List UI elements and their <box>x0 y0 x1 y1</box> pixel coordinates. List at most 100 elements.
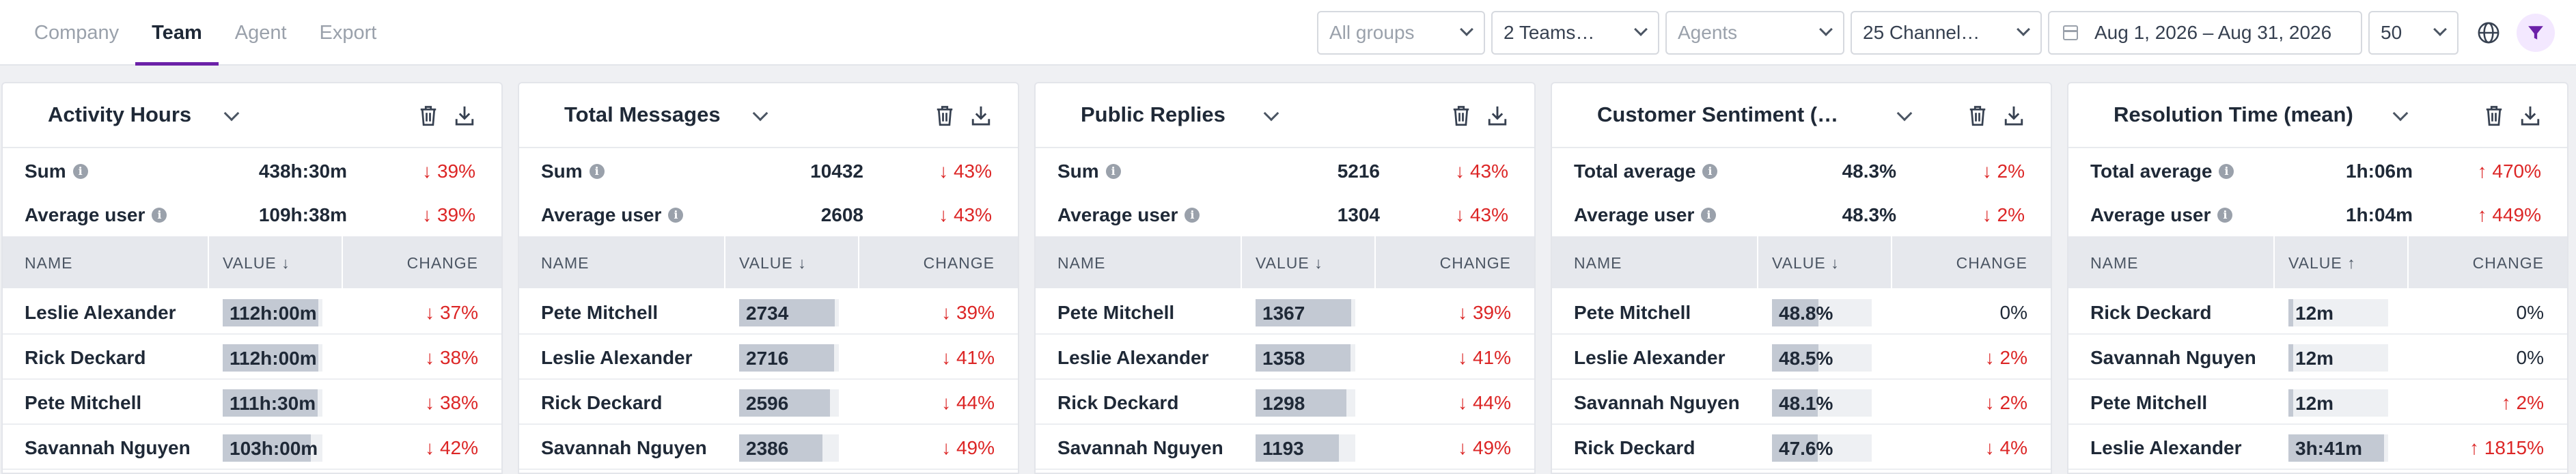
summary-change: ↑ 470% <box>2477 161 2541 182</box>
card-title: Public Replies <box>1081 102 1225 126</box>
download-icon[interactable] <box>1486 104 1508 127</box>
page-size-select[interactable]: 50 <box>2368 11 2459 55</box>
tab-team[interactable]: Team <box>135 0 219 66</box>
column-header-name[interactable]: NAME <box>541 254 590 272</box>
info-icon[interactable]: i <box>72 164 88 179</box>
table-row[interactable]: Rick Deckard 12m 0% <box>2068 290 2567 335</box>
table-row[interactable]: Leslie Alexander 48.5% ↓ 2% <box>1552 335 2051 380</box>
table-row[interactable]: Pete Mitchell 2734 ↓ 39% <box>519 290 1018 335</box>
chevron-down-icon <box>2017 23 2030 36</box>
download-icon[interactable] <box>970 104 992 127</box>
table-row[interactable]: Savannah Nguyen 12m 0% <box>2068 335 2567 380</box>
trash-icon[interactable] <box>1967 104 1988 127</box>
chevron-down-icon[interactable] <box>2392 105 2409 122</box>
table-row[interactable]: Pete Mitchell 1367 ↓ 39% <box>1036 290 1534 335</box>
groups-select[interactable]: All groups <box>1317 11 1485 55</box>
agent-name: Pete Mitchell <box>25 392 142 413</box>
info-icon[interactable]: i <box>1701 208 1717 223</box>
column-header-name[interactable]: NAME <box>1057 254 1106 272</box>
metric-card: Customer Sentiment (… Total average i 48.3%… <box>1551 82 2052 474</box>
column-header-change[interactable]: CHANGE <box>1956 254 2027 272</box>
info-icon[interactable]: i <box>2217 208 2233 223</box>
column-header-value[interactable]: VALUE ↑ <box>2288 254 2356 273</box>
agent-name: Rick Deckard <box>25 347 146 368</box>
agent-name: Pete Mitchell <box>1574 302 1691 323</box>
table-row[interactable]: Rick Deckard 47.6% ↓ 4% <box>1552 425 2051 470</box>
info-icon[interactable]: i <box>1105 164 1121 179</box>
column-divider <box>1241 236 1242 288</box>
value-bar-track: 48.5% <box>1772 344 1872 372</box>
table-row[interactable]: Leslie Alexander 2716 ↓ 41% <box>519 335 1018 380</box>
column-header-change[interactable]: CHANGE <box>1439 254 1511 272</box>
tab-agent[interactable]: Agent <box>234 21 287 44</box>
table-row[interactable]: Rick Deckard 2596 ↓ 44% <box>519 380 1018 425</box>
column-header-value[interactable]: VALUE ↓ <box>1256 254 1323 273</box>
table-row[interactable]: Pete Mitchell 12m ↑ 2% <box>2068 380 2567 425</box>
column-header-change[interactable]: CHANGE <box>2472 254 2544 272</box>
info-icon[interactable]: i <box>2219 164 2234 179</box>
column-header-value[interactable]: VALUE ↓ <box>739 254 807 273</box>
chevron-down-icon[interactable] <box>1896 105 1913 122</box>
column-header-change[interactable]: CHANGE <box>406 254 478 272</box>
chevron-down-icon[interactable] <box>1263 105 1279 122</box>
column-header-value-label: VALUE <box>739 254 793 272</box>
channels-select[interactable]: 25 Channel… <box>1851 11 2042 55</box>
info-icon[interactable]: i <box>589 164 605 179</box>
summary-value: 5216 <box>1337 161 1380 182</box>
column-header-name[interactable]: NAME <box>25 254 73 272</box>
trash-icon[interactable] <box>934 104 955 127</box>
row-change: 0% <box>2516 347 2544 368</box>
column-header-value[interactable]: VALUE ↓ <box>1772 254 1840 273</box>
globe-icon[interactable] <box>2477 21 2500 44</box>
summary-value: 438h:30m <box>258 161 347 182</box>
row-value: 103h:00m <box>230 438 318 459</box>
agents-select[interactable]: Agents <box>1665 11 1844 55</box>
column-header-name[interactable]: NAME <box>2090 254 2139 272</box>
info-icon[interactable]: i <box>668 208 684 223</box>
column-divider <box>1374 236 1376 288</box>
trash-icon[interactable] <box>1451 104 1471 127</box>
trash-icon[interactable] <box>2484 104 2504 127</box>
info-icon[interactable]: i <box>1185 208 1200 223</box>
chevron-down-icon[interactable] <box>223 105 240 122</box>
filter-button[interactable] <box>2517 14 2555 52</box>
download-icon[interactable] <box>454 104 475 127</box>
card-title: Resolution Time (mean) <box>2114 102 2353 126</box>
download-icon[interactable] <box>2519 104 2541 127</box>
table-row[interactable]: Savannah Nguyen 103h:00m ↓ 42% <box>3 425 501 470</box>
chevron-down-icon <box>1634 23 1648 36</box>
chevron-down-icon <box>1460 23 1473 36</box>
card-title: Total Messages <box>564 102 721 126</box>
table-row[interactable]: Leslie Alexander 3h:41m ↑ 1815% <box>2068 425 2567 470</box>
table-header: NAME VALUE ↑ CHANGE <box>2068 236 2567 288</box>
column-header-change[interactable]: CHANGE <box>923 254 995 272</box>
table-row[interactable]: Savannah Nguyen 48.1% ↓ 2% <box>1552 380 2051 425</box>
table-row[interactable]: Leslie Alexander 1358 ↓ 41% <box>1036 335 1534 380</box>
table-row[interactable]: Rick Deckard 112h:00m ↓ 38% <box>3 335 501 380</box>
table-row[interactable]: Rick Deckard 1298 ↓ 44% <box>1036 380 1534 425</box>
value-bar <box>223 389 318 417</box>
column-header-name[interactable]: NAME <box>1574 254 1622 272</box>
value-bar-track: 3h:41m <box>2288 434 2388 462</box>
row-value: 112h:00m <box>230 303 317 324</box>
info-icon[interactable]: i <box>1702 164 1718 179</box>
table-row[interactable]: Savannah Nguyen 2386 ↓ 49% <box>519 425 1018 470</box>
trash-icon[interactable] <box>418 104 439 127</box>
info-icon[interactable]: i <box>152 208 167 223</box>
column-divider <box>1891 236 1892 288</box>
row-change: ↓ 44% <box>941 392 995 413</box>
column-header-value[interactable]: VALUE ↓ <box>223 254 290 273</box>
sort-arrow-icon: ↓ <box>281 254 290 272</box>
table-row[interactable]: Pete Mitchell 48.8% 0% <box>1552 290 2051 335</box>
date-range-picker[interactable]: Aug 1, 2026 – Aug 31, 2026 <box>2048 11 2362 55</box>
table-row[interactable]: Leslie Alexander 112h:00m ↓ 37% <box>3 290 501 335</box>
summary-change: ↑ 449% <box>2477 204 2541 225</box>
value-bar-track: 12m <box>2288 299 2388 326</box>
teams-select[interactable]: 2 Teams… <box>1491 11 1659 55</box>
tab-company[interactable]: Company <box>34 21 120 44</box>
tab-export[interactable]: Export <box>319 21 377 44</box>
table-row[interactable]: Pete Mitchell 111h:30m ↓ 38% <box>3 380 501 425</box>
chevron-down-icon[interactable] <box>752 105 768 122</box>
download-icon[interactable] <box>2003 104 2025 127</box>
table-row[interactable]: Savannah Nguyen 1193 ↓ 49% <box>1036 425 1534 470</box>
